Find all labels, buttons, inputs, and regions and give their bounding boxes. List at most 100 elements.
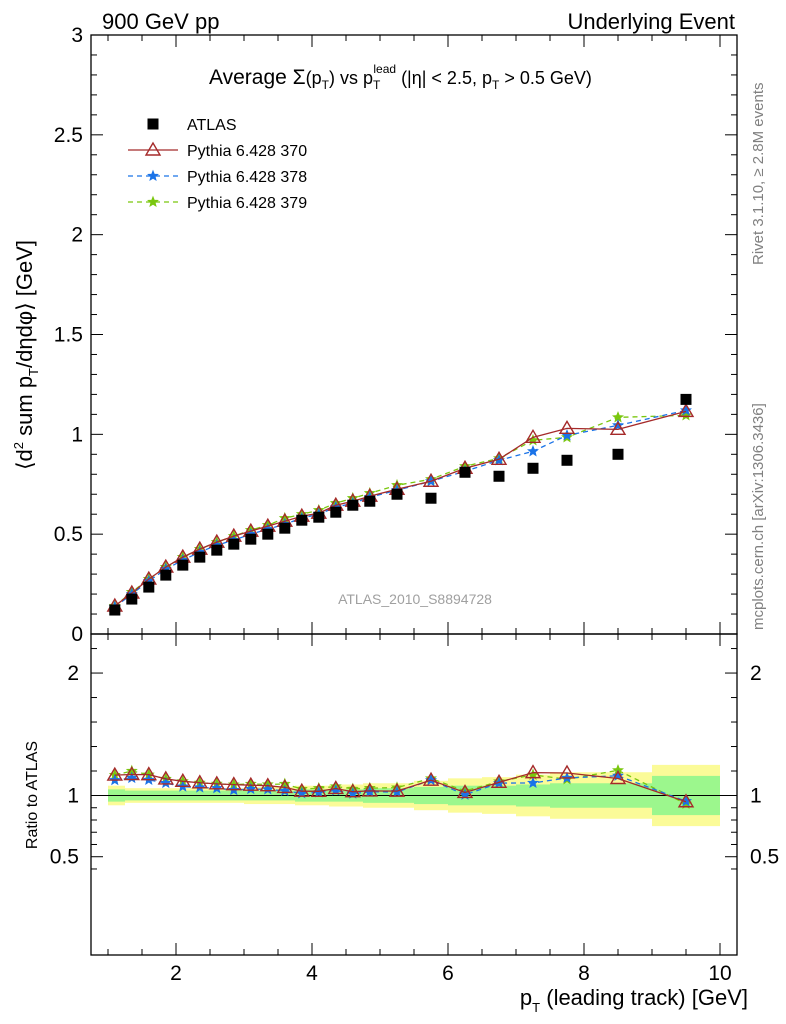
series-1-ratio-point xyxy=(344,783,362,798)
series-1-point xyxy=(609,420,627,436)
series-1-point xyxy=(558,419,576,435)
series-1-ratio-point xyxy=(276,779,294,794)
ratio-series-layer xyxy=(106,763,695,809)
series-0-point xyxy=(262,528,274,540)
series-0-point xyxy=(143,581,155,593)
legend: ATLAS Pythia 6.428 370 Pythia 6.428 378 Pyt… xyxy=(128,117,307,212)
series-1-ratio-point xyxy=(225,776,243,791)
series-0-point xyxy=(211,544,223,556)
series-1-ratio-point xyxy=(208,775,226,790)
series-0-point xyxy=(493,470,505,482)
series-1-ratio-point xyxy=(609,770,627,785)
series-0-point xyxy=(109,604,121,616)
ratio-tick-label-left: 0.5 xyxy=(50,846,79,869)
analysis-watermark: ATLAS_2010_S8894728 xyxy=(338,591,492,607)
ratio-tick-label-left: 2 xyxy=(67,662,79,685)
series-2-point xyxy=(527,444,539,457)
y-tick-label: 1.5 xyxy=(54,324,83,347)
series-1-ratio-point xyxy=(422,771,440,786)
series-1-ratio-point xyxy=(123,766,141,781)
y-tick-label: 2 xyxy=(71,224,83,247)
ratio-tick-label-left: 1 xyxy=(67,785,79,808)
legend-label: Pythia 6.428 379 xyxy=(187,195,307,212)
ratio-tick-label-right: 1 xyxy=(750,785,762,808)
series-1-ratio-point xyxy=(361,782,379,797)
series-0-point xyxy=(425,492,437,504)
header-left-label: 900 GeV pp xyxy=(102,9,219,34)
series-0-point xyxy=(313,511,325,523)
x-tick-label: 10 xyxy=(708,962,731,985)
axis-ticks xyxy=(91,34,737,955)
series-1-ratio-point xyxy=(677,793,695,808)
series-2-point xyxy=(680,404,692,416)
series-1-ratio-point xyxy=(456,784,474,799)
series-1-ratio-point xyxy=(558,764,576,779)
series-2-ratio-point xyxy=(527,776,539,789)
y-axis-label: ⟨d2 sum pT/dηdφ⟩ [GeV] xyxy=(11,240,41,470)
series-0-point xyxy=(347,499,359,511)
ratio-tick-label-right: 0.5 xyxy=(750,846,779,869)
series-0-point xyxy=(561,454,573,466)
y-tick-label: 1 xyxy=(71,423,83,446)
main-series-layer xyxy=(106,393,695,616)
legend-marker xyxy=(144,141,162,156)
series-1-line xyxy=(114,410,687,607)
series-1-ratio-point xyxy=(157,770,175,785)
series-2-ratio-point xyxy=(159,776,172,789)
y-tick-label: 0 xyxy=(71,623,83,646)
series-1-ratio-line xyxy=(114,771,687,803)
series-3-point xyxy=(680,409,692,421)
legend-label: Pythia 6.428 370 xyxy=(187,143,307,160)
x-tick-label: 8 xyxy=(578,962,590,985)
series-1-point xyxy=(524,428,542,444)
series-1-ratio-point xyxy=(191,774,209,789)
axis-tick-labels: 2 4 6 8 10 0 0.5 1 1.5 2 2.5 3 0.5 0.5 1 1 2 2 xyxy=(50,24,779,985)
series-2-ratio-point xyxy=(244,782,257,795)
x-tick-label: 4 xyxy=(306,962,318,985)
series-0-point xyxy=(177,559,189,571)
series-0-point xyxy=(296,514,308,526)
y-tick-label: 0.5 xyxy=(54,523,83,546)
series-0-point xyxy=(160,569,172,581)
ratio-y-axis-label: Ratio to ATLAS xyxy=(24,741,41,849)
series-1-point xyxy=(422,472,440,487)
series-0-point xyxy=(527,462,539,474)
legend-marker xyxy=(147,118,159,130)
x-tick-label: 6 xyxy=(442,962,454,985)
series-1-ratio-point xyxy=(388,782,406,797)
series-0-point xyxy=(194,551,206,563)
x-axis-label: pT (leading track) [GeV] xyxy=(520,985,748,1015)
series-1-point xyxy=(490,450,508,465)
series-1-ratio-point xyxy=(293,782,311,797)
series-0-point xyxy=(459,466,471,478)
series-0-point xyxy=(330,506,342,518)
ratio-tick-label-right: 2 xyxy=(750,662,762,685)
series-0-point xyxy=(245,533,257,545)
series-0-point xyxy=(228,538,240,550)
series-1-ratio-point xyxy=(140,766,158,781)
series-1-ratio-point xyxy=(106,766,124,781)
series-2-ratio-point xyxy=(261,783,274,795)
x-tick-label: 2 xyxy=(170,962,182,985)
series-2-ratio-point xyxy=(210,781,223,794)
y-tick-label: 3 xyxy=(71,24,83,47)
series-0-point xyxy=(364,495,376,507)
legend-label: ATLAS xyxy=(187,117,237,134)
series-2-ratio-point xyxy=(278,784,291,796)
series-1-ratio-point xyxy=(327,780,345,795)
y-tick-label: 2.5 xyxy=(54,124,83,147)
plot-title: Average Σ(pT) vs pTlead (|η| < 2.5, pT >… xyxy=(209,62,592,92)
series-1-ratio-point xyxy=(310,782,328,798)
rivet-version-label: Rivet 3.1.10, ≥ 2.8M events xyxy=(750,83,767,266)
series-1-ratio-point xyxy=(174,772,192,788)
series-2-ratio-point xyxy=(193,781,206,793)
series-3-line xyxy=(114,414,687,607)
series-0-point xyxy=(612,448,624,460)
series-1-ratio-point xyxy=(259,777,277,792)
series-2-line xyxy=(114,409,687,608)
legend-marker xyxy=(147,195,159,208)
series-1-ratio-point xyxy=(490,773,508,789)
series-1-ratio-point xyxy=(242,776,260,791)
header-right-label: Underlying Event xyxy=(567,9,735,34)
